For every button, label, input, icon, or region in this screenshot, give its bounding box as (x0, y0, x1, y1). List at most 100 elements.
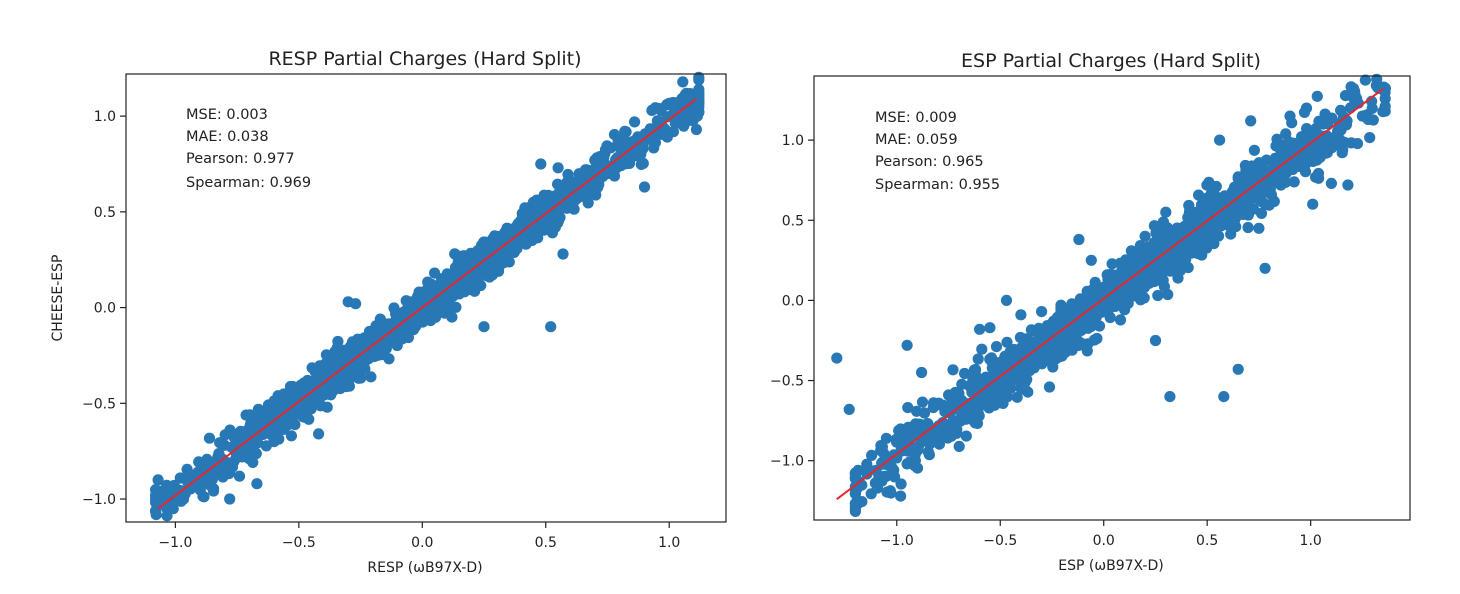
data-point (997, 378, 1009, 390)
data-point (890, 433, 902, 446)
data-point (535, 214, 548, 226)
data-point (1269, 152, 1281, 164)
data-point (450, 301, 462, 313)
data-point (334, 350, 346, 362)
data-point (219, 429, 231, 441)
y-tick-label: 0.0 (782, 293, 804, 309)
data-point (619, 125, 631, 137)
x-tick-label: −0.5 (983, 533, 1017, 549)
data-point (918, 407, 931, 419)
data-point (365, 371, 377, 383)
data-point (1196, 249, 1208, 261)
data-point (527, 196, 540, 208)
data-point (926, 431, 938, 443)
data-point (949, 386, 961, 399)
data-point (1027, 325, 1039, 337)
data-point (478, 321, 490, 333)
data-point (226, 461, 239, 473)
data-point (884, 485, 896, 497)
data-point (1242, 221, 1254, 234)
data-point (638, 181, 651, 193)
data-point (684, 108, 696, 120)
data-point (1142, 241, 1154, 253)
data-point (571, 181, 583, 194)
data-point (1143, 268, 1155, 280)
data-point (1011, 391, 1023, 403)
data-point (955, 412, 967, 424)
data-point (876, 441, 889, 453)
data-point (974, 323, 986, 335)
data-point (1219, 218, 1232, 230)
data-point (953, 440, 965, 452)
data-point (1248, 144, 1260, 156)
data-point (912, 440, 925, 452)
data-point (1312, 167, 1325, 180)
data-point (690, 123, 703, 136)
data-point (1106, 258, 1118, 270)
data-point (430, 305, 443, 317)
stat-mse-esp: MSE: 0.009 (875, 110, 957, 126)
data-point (544, 223, 557, 235)
data-point (1000, 294, 1013, 306)
data-point (1204, 234, 1216, 246)
data-point (1225, 228, 1237, 240)
y-tick-label: −0.5 (82, 396, 116, 412)
scatter-points-resp (150, 71, 705, 522)
data-point (1069, 322, 1081, 334)
data-point (1087, 289, 1099, 301)
data-point (329, 373, 341, 385)
y-tick-label: −1.0 (82, 492, 116, 508)
data-point (1363, 113, 1375, 125)
data-point (526, 234, 538, 246)
data-point (1132, 264, 1144, 276)
plot-area-esp (813, 75, 1411, 521)
data-point (1240, 196, 1252, 208)
chart-title-resp: RESP Partial Charges (Hard Split) (268, 48, 581, 70)
data-point (203, 432, 216, 444)
data-point (197, 490, 209, 502)
data-point (420, 295, 432, 307)
data-point (1325, 177, 1337, 189)
data-point (869, 477, 882, 489)
y-tick-label: 1.0 (782, 133, 804, 149)
data-point (1284, 110, 1296, 122)
data-point (1001, 391, 1013, 403)
data-point (901, 339, 913, 351)
data-point (1085, 254, 1097, 266)
data-point (1185, 246, 1197, 258)
data-point (427, 283, 439, 295)
data-point (1304, 150, 1316, 162)
data-point (305, 403, 317, 415)
data-point (1288, 176, 1300, 188)
data-point (469, 285, 481, 297)
data-point (429, 267, 441, 279)
x-tick-label: 0.5 (535, 535, 557, 551)
data-point (951, 424, 963, 436)
y-tick-label: 0.5 (94, 205, 116, 221)
data-point (1280, 128, 1292, 140)
y-tick-label: −0.5 (770, 374, 804, 390)
data-point (364, 349, 376, 361)
data-point (1038, 326, 1050, 338)
data-point (1160, 206, 1172, 218)
data-point (637, 157, 649, 169)
data-point (1286, 149, 1298, 161)
data-point (1251, 167, 1263, 179)
data-point (1125, 255, 1137, 267)
data-point (1173, 261, 1185, 273)
data-point (989, 386, 1001, 398)
data-point (1043, 354, 1055, 367)
data-point (1335, 104, 1347, 116)
data-point (1364, 132, 1376, 144)
stat-pearson-esp: Pearson: 0.965 (875, 154, 984, 170)
data-point (1345, 137, 1357, 149)
data-point (984, 322, 996, 334)
data-point (901, 458, 913, 470)
data-point (1232, 363, 1244, 375)
data-point (536, 197, 548, 209)
y-tick-label: 1.0 (94, 109, 116, 125)
data-point (324, 355, 336, 367)
data-point (284, 380, 297, 393)
data-point (616, 134, 628, 146)
